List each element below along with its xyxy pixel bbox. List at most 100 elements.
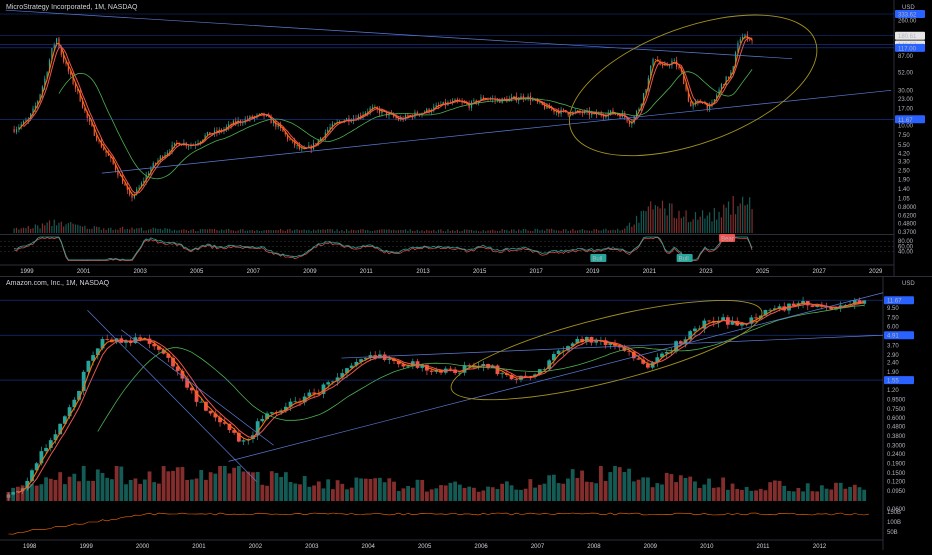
- mstr-volume-bar: [301, 230, 303, 233]
- amzn-candle: [326, 382, 331, 385]
- amzn-price-badge: [884, 376, 914, 385]
- mstr-volume-bar: [176, 230, 178, 233]
- mstr-candle: [294, 140, 296, 146]
- amzn-y-tick-label: 7.50: [887, 316, 899, 322]
- mstr-candle: [244, 118, 246, 123]
- mstr-candle: [204, 135, 206, 140]
- mstr-candle: [690, 101, 692, 107]
- amzn-volume-bar: [157, 483, 161, 501]
- mstr-volume-bar: [204, 229, 206, 233]
- mstr-volume-bar: [633, 224, 635, 233]
- mstr-y-tick-label: 3.30: [898, 159, 910, 165]
- mstr-candle: [513, 95, 515, 98]
- amzn-chart-panel[interactable]: Amazon.com, Inc., 1M, NASDAQ USD 9.50 7.5…: [0, 276, 932, 550]
- mstr-candle: [93, 125, 95, 136]
- mstr-candle: [202, 139, 204, 142]
- amzn-candle: [693, 328, 697, 332]
- amzn-volume-bar: [251, 472, 255, 501]
- mstr-volume-bar: [701, 210, 704, 233]
- amzn-candle: [302, 396, 307, 403]
- mstr-volume-bar: [742, 196, 744, 233]
- mstr-candle: [539, 102, 541, 103]
- amzn-volume-bar: [443, 485, 448, 501]
- mstr-candle: [518, 98, 520, 101]
- mstr-candle: [668, 65, 671, 67]
- amzn-price-badge-label: 4.91: [887, 334, 899, 340]
- amzn-volume-bar: [843, 488, 848, 501]
- amzn-candle: [194, 390, 199, 402]
- amzn-volume-bar: [702, 484, 707, 501]
- mstr-volume-bar: [428, 230, 430, 233]
- mstr-volume-bar: [362, 229, 364, 233]
- amzn-volume-bar: [740, 489, 744, 501]
- amzn-volume-bar: [274, 472, 279, 501]
- mstr-volume-bar: [225, 229, 227, 233]
- mstr-candle: [39, 94, 41, 102]
- amzn-candle: [542, 369, 547, 370]
- amzn-volume-bar: [288, 482, 293, 501]
- mstr-volume-bar: [272, 230, 275, 233]
- mstr-volume-bar: [211, 229, 213, 233]
- amzn-candle: [834, 307, 838, 310]
- mstr-volume-bar: [72, 223, 74, 233]
- mstr-chart[interactable]: MicroStrategy Incorporated, 1M, NASDAQ U…: [0, 0, 932, 276]
- mstr-candle: [640, 104, 642, 109]
- mstr-volume-bar: [617, 228, 619, 233]
- mstr-volume-bar: [369, 230, 371, 233]
- amzn-currency-label[interactable]: USD: [902, 281, 915, 287]
- amzn-volume-bar: [124, 484, 128, 501]
- mstr-volume-bar: [501, 229, 503, 233]
- mstr-candle: [112, 158, 114, 165]
- mstr-volume-bar: [558, 230, 560, 233]
- amzn-volume-bar: [857, 487, 862, 501]
- amzn-candle: [749, 317, 754, 324]
- mstr-currency-label[interactable]: USD: [902, 5, 915, 11]
- amzn-volume-bar: [504, 481, 509, 501]
- mstr-y-tick-label: 0.4800: [898, 222, 917, 228]
- amzn-candle: [142, 338, 147, 340]
- amzn-chart[interactable]: Amazon.com, Inc., 1M, NASDAQ USD 9.50 7.5…: [0, 276, 932, 550]
- mstr-candle: [315, 143, 317, 145]
- amzn-volume-bar: [523, 488, 528, 501]
- mstr-candle: [567, 112, 569, 116]
- amzn-volume-bar: [500, 483, 505, 501]
- mstr-y-tick-label: 23.00: [898, 97, 914, 103]
- mstr-volume-bar: [48, 220, 51, 233]
- mstr-volume-bar: [730, 214, 732, 233]
- amzn-candle: [110, 339, 114, 343]
- amzn-volume-bar: [472, 487, 476, 501]
- mstr-candle: [46, 72, 48, 79]
- amzn-volume-bar: [490, 487, 495, 501]
- mstr-candle: [180, 145, 183, 146]
- mstr-candle: [480, 97, 482, 101]
- mstr-volume-bar: [586, 230, 588, 233]
- amzn-volume-bar: [514, 489, 519, 501]
- amzn-volume-bar: [434, 488, 439, 501]
- mstr-candle: [145, 175, 147, 182]
- mstr-volume-bar: [569, 230, 572, 233]
- mstr-osc-level-label: 40.00: [898, 250, 914, 256]
- mstr-volume-bar: [411, 230, 414, 233]
- mstr-y-tick-label: 1.40: [898, 187, 910, 193]
- mstr-volume-bar: [532, 231, 534, 233]
- mstr-volume-bar: [602, 229, 605, 233]
- amzn-volume-bar: [340, 483, 345, 501]
- mstr-candle: [706, 103, 708, 109]
- mstr-chart-panel[interactable]: MicroStrategy Incorporated, 1M, NASDAQ U…: [0, 0, 932, 276]
- mstr-candle: [77, 88, 79, 91]
- amzn-candle: [44, 447, 48, 452]
- amzn-candle: [30, 470, 34, 481]
- mstr-candle: [270, 116, 272, 124]
- amzn-volume-bar: [53, 479, 58, 501]
- mstr-volume-bar: [237, 230, 239, 233]
- mstr-volume-bar: [515, 231, 517, 233]
- amzn-candle: [48, 440, 53, 448]
- amzn-volume-bar: [100, 473, 105, 501]
- mstr-candle: [150, 168, 152, 174]
- amzn-volume-bar: [392, 481, 396, 501]
- amzn-volume-bar: [439, 485, 443, 501]
- amzn-volume-bar: [551, 474, 556, 501]
- mstr-candle: [454, 99, 456, 101]
- amzn-candle: [636, 358, 641, 360]
- amzn-volume-bar: [241, 471, 246, 501]
